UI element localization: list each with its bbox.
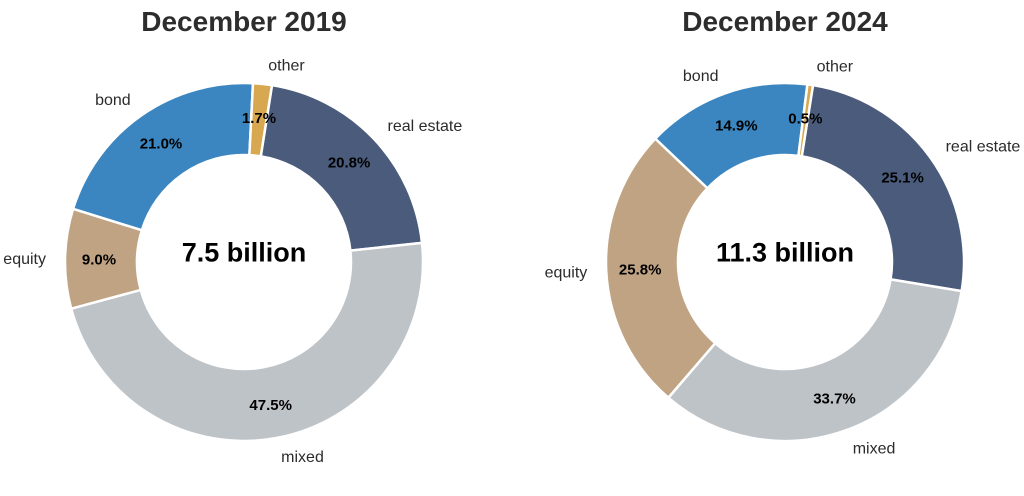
pie-slice-bond	[71, 81, 255, 232]
slice-category-label-mixed: mixed	[853, 441, 896, 458]
pie-slice-other	[248, 81, 274, 158]
slice-percent-label-real-estate: 25.1%	[881, 169, 924, 186]
pie-slice-real-estate	[800, 83, 966, 293]
slice-percent-label-bond: 21.0%	[140, 135, 183, 152]
chart-title: December 2019	[141, 6, 347, 37]
pie-slice-mixed	[667, 278, 963, 443]
slice-percent-label-equity: 9.0%	[82, 252, 116, 269]
pie-slice-other	[797, 83, 815, 158]
slice-category-label-bond: bond	[683, 68, 719, 85]
slice-category-label-mixed: mixed	[281, 449, 324, 466]
slice-percent-label-equity: 25.8%	[619, 262, 662, 279]
donut-chart-2024: December 2024 25.1% real estate 33.7% mixed…	[512, 0, 1024, 496]
donut-chart-2019: December 2019 20.8% real estate 47.5% mixed…	[3, 6, 463, 467]
slice-category-label-bond: bond	[95, 92, 131, 109]
slice-category-label-real-estate: real estate	[946, 139, 1021, 156]
slice-category-label-equity: equity	[3, 251, 46, 268]
donut-svg: 20.8% real estate 47.5% mixed 9.0% equity 21.0…	[3, 58, 463, 467]
slice-category-label-other: other	[817, 59, 854, 76]
slice-percent-label-bond: 14.9%	[715, 118, 758, 135]
slice-percent-label-real-estate: 20.8%	[328, 154, 371, 171]
pie-slice-mixed	[69, 241, 425, 443]
donut-svg: 25.1% real estate 33.7% mixed 25.8% equity 14.…	[545, 59, 1021, 458]
slice-category-label-real-estate: real estate	[388, 118, 463, 135]
center-total-label: 11.3 billion	[715, 237, 855, 268]
slice-category-label-equity: equity	[545, 265, 588, 282]
slice-percent-label-other: 1.7%	[242, 110, 276, 127]
slice-percent-label-mixed: 47.5%	[249, 397, 292, 414]
pie-slice-equity	[604, 137, 717, 399]
chart-title: December 2024	[682, 6, 888, 37]
slice-category-label-other: other	[268, 58, 305, 75]
center-total-label: 7.5 billion	[181, 237, 307, 268]
slice-percent-label-other: 0.5%	[788, 111, 822, 128]
slice-percent-label-mixed: 33.7%	[813, 391, 856, 408]
